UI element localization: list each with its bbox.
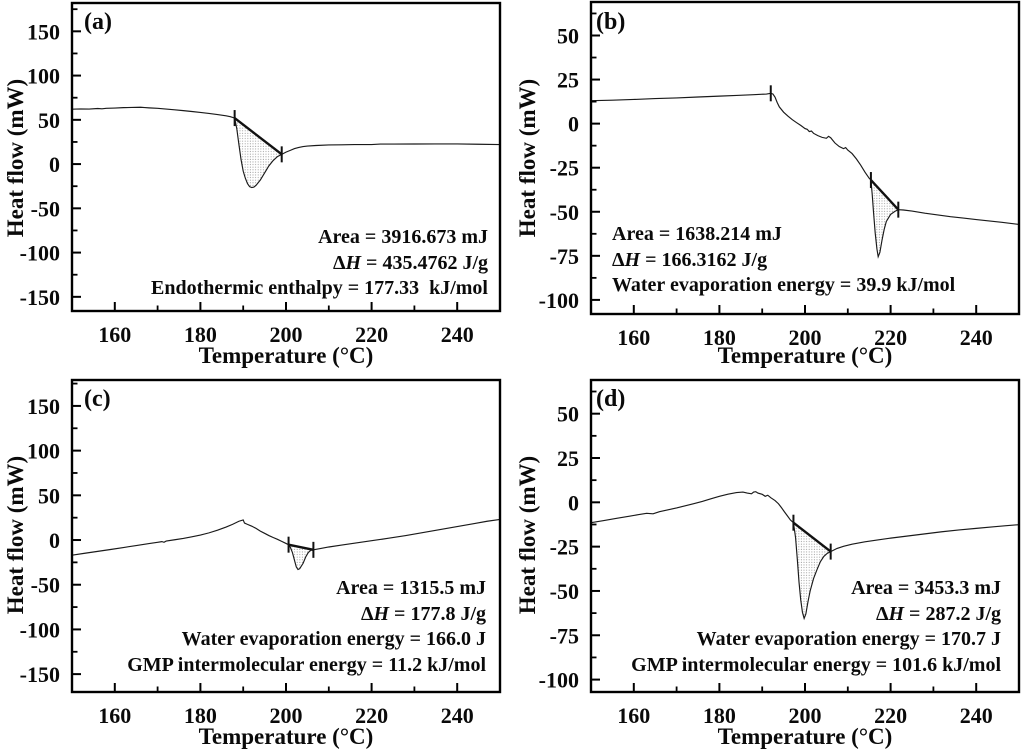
annotation-line: Endothermic enthalpy = 177.33 kJ/mol: [151, 277, 488, 299]
svg-text:180: 180: [184, 703, 217, 728]
svg-text:240: 240: [441, 703, 474, 728]
svg-text:200: 200: [270, 703, 303, 728]
svg-text:100: 100: [27, 439, 60, 464]
svg-text:-25: -25: [550, 535, 579, 560]
panel-d-x-axis-title: Temperature (°C): [717, 724, 893, 749]
panel-c-y-axis-title: Heat flow (mW): [3, 455, 28, 615]
panel-d: 160 180 200 220 240 50 25 0 -25 -50 -75 -100 (d) He…: [512, 377, 1024, 754]
svg-text:-75: -75: [550, 244, 579, 269]
annotation-line: Water evaporation energy = 166.0 J: [181, 628, 486, 650]
annotation-line: GMP intermolecular energy = 11.2 kJ/mol: [127, 653, 486, 676]
svg-text:220: 220: [874, 325, 907, 350]
svg-text:200: 200: [270, 322, 303, 347]
svg-text:-50: -50: [31, 196, 60, 221]
annotation-line: ΔH = 166.3162 J/g: [612, 248, 768, 271]
svg-text:240: 240: [441, 322, 474, 347]
svg-text:-25: -25: [550, 156, 579, 181]
annotation-line: Area = 1638.214 mJ: [612, 223, 782, 245]
svg-text:50: 50: [557, 23, 579, 48]
svg-text:0: 0: [568, 112, 579, 137]
dsc-plot-d: 160 180 200 220 240 50 25 0 -25 -50 -75 -100: [539, 378, 1021, 728]
svg-text:50: 50: [38, 483, 60, 508]
svg-text:220: 220: [874, 703, 907, 728]
svg-text:150: 150: [27, 394, 60, 419]
svg-text:180: 180: [703, 703, 736, 728]
svg-text:100: 100: [27, 64, 60, 89]
svg-text:200: 200: [789, 325, 822, 350]
panel-c: 160 180 200 220 240 150 100 50 0 -50 -100 -150 (c) …: [0, 377, 512, 754]
svg-text:150: 150: [27, 19, 60, 44]
panel-c-annotations: Area = 1315.5 mJ ΔH = 177.8 J/g Water ev…: [127, 576, 486, 678]
svg-text:-50: -50: [550, 579, 579, 604]
dsc-plot-a: 160 180 200 220 240 150 100 50 0 -50 -100 -150: [20, 1, 502, 347]
annotation-line: Water evaporation energy = 39.9 kJ/mol: [612, 274, 956, 296]
panel-b-letter: (b): [596, 9, 626, 35]
annotation-line: Water evaporation energy = 170.7 J: [696, 628, 1001, 650]
svg-text:-100: -100: [539, 668, 579, 693]
svg-text:-100: -100: [539, 288, 579, 313]
annotation-line: ΔH = 435.4762 J/g: [332, 251, 488, 274]
svg-text:-50: -50: [31, 573, 60, 598]
annotation-line: Area = 3916.673 mJ: [318, 226, 488, 248]
annotation-line: ΔH = 177.8 J/g: [360, 602, 486, 625]
panel-d-annotations: Area = 3453.3 mJ ΔH = 287.2 J/g Water ev…: [631, 576, 1001, 678]
svg-text:220: 220: [355, 703, 388, 728]
annotation-line: Area = 3453.3 mJ: [851, 577, 1001, 599]
svg-text:-75: -75: [550, 623, 579, 648]
svg-text:240: 240: [960, 703, 993, 728]
svg-text:0: 0: [568, 490, 579, 515]
svg-text:160: 160: [98, 322, 131, 347]
svg-text:25: 25: [557, 446, 579, 471]
annotation-line: ΔH = 287.2 J/g: [875, 602, 1001, 625]
panel-b-y-axis-title: Heat flow (mW): [515, 78, 540, 238]
dsc-plot-b: 160 180 200 220 240 50 25 0 -25 -50 -75 -100: [539, 0, 1021, 350]
svg-text:240: 240: [960, 325, 993, 350]
svg-text:220: 220: [355, 322, 388, 347]
panel-c-x-axis-title: Temperature (°C): [198, 724, 374, 749]
svg-text:25: 25: [557, 68, 579, 93]
svg-text:160: 160: [98, 703, 131, 728]
panel-d-y-axis-title: Heat flow (mW): [515, 455, 540, 615]
panel-a-y-axis-title: Heat flow (mW): [3, 78, 28, 238]
svg-text:-150: -150: [20, 285, 60, 310]
panel-d-letter: (d): [596, 386, 626, 412]
panel-b-annotations: Area = 1638.214 mJ ΔH = 166.3162 J/g Wat…: [612, 222, 955, 299]
svg-text:-150: -150: [20, 662, 60, 687]
svg-text:-50: -50: [550, 200, 579, 225]
svg-text:200: 200: [789, 703, 822, 728]
annotation-line: Area = 1315.5 mJ: [336, 577, 486, 599]
panel-a-letter: (a): [84, 9, 112, 35]
panel-b: 160 180 200 220 240 50 25 0 -25 -50 -75 -100 (b) He…: [512, 0, 1024, 377]
panel-c-letter: (c): [84, 386, 111, 412]
svg-text:160: 160: [617, 703, 650, 728]
panel-a-x-axis-title: Temperature (°C): [198, 343, 374, 368]
svg-text:0: 0: [49, 528, 60, 553]
svg-text:50: 50: [38, 108, 60, 133]
svg-text:180: 180: [703, 325, 736, 350]
dsc-plot-c: 160 180 200 220 240 150 100 50 0 -50 -100 -150: [20, 378, 502, 728]
annotation-line: GMP intermolecular energy = 101.6 kJ/mol: [631, 653, 1001, 676]
svg-text:160: 160: [617, 325, 650, 350]
svg-text:0: 0: [49, 152, 60, 177]
panel-b-x-axis-title: Temperature (°C): [717, 343, 893, 368]
panel-a: 160 180 200 220 240 150 100 50 0 -50 -100 -150 (a) …: [0, 0, 512, 377]
svg-text:50: 50: [557, 402, 579, 427]
svg-text:-100: -100: [20, 241, 60, 266]
svg-text:180: 180: [184, 322, 217, 347]
panel-a-annotations: Area = 3916.673 mJ ΔH = 435.4762 J/g End…: [151, 225, 488, 302]
svg-text:-100: -100: [20, 617, 60, 642]
